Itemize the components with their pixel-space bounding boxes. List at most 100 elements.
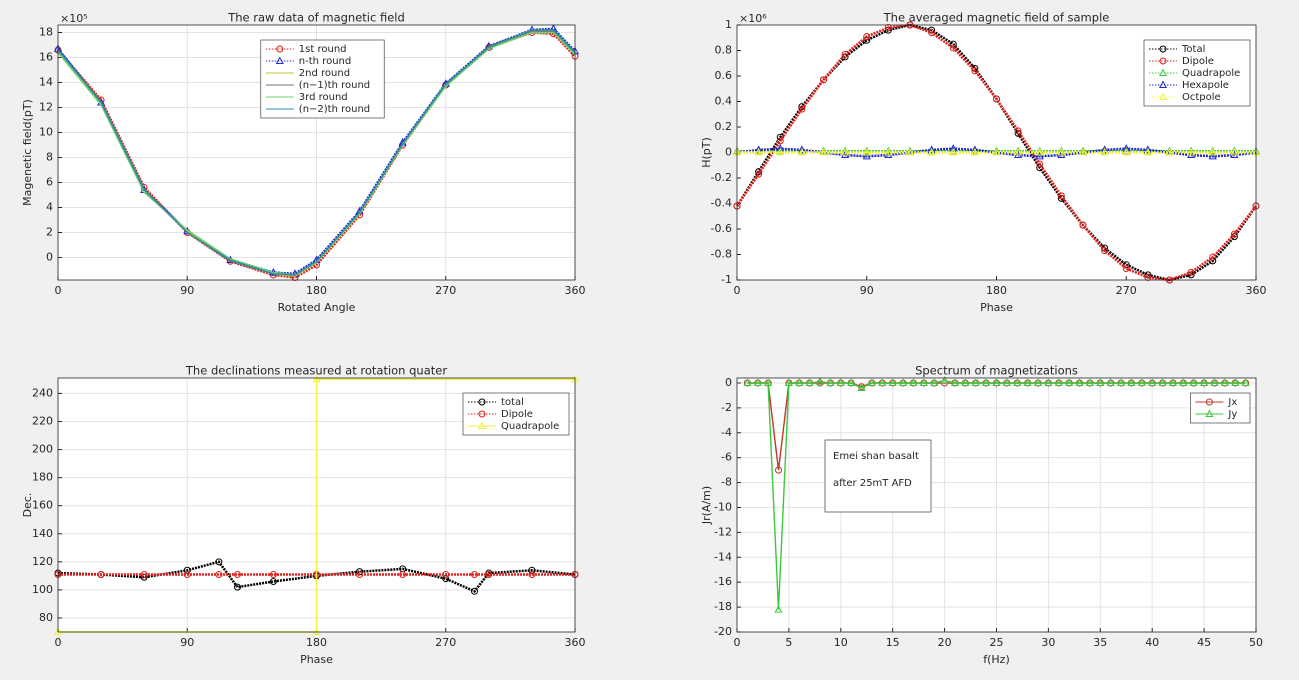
y-tick-label: 14 [39,76,53,89]
x-tick-label: 5 [785,636,792,649]
x-tick-label: 15 [886,636,900,649]
legend-label: Quadrapole [1182,68,1240,79]
marker [884,24,892,32]
marker [1144,273,1152,281]
y-axis-label: Jr(A/m) [700,486,713,525]
annotation: Emei shan basalt [833,451,919,462]
y-tick-label: 18 [39,26,53,39]
y-tick-label: 240 [32,386,53,399]
legend-label: total [501,397,524,408]
y-tick-label: 80 [39,611,53,624]
axes-box [57,377,576,633]
x-tick-label: 90 [180,284,194,297]
marker [1230,147,1239,156]
marker [862,151,871,160]
y-tick-label: 180 [32,471,53,484]
marker [312,627,321,635]
marker [1205,398,1213,406]
x-tick-label: 360 [565,284,586,297]
series-line [747,379,1246,610]
legend-label: Dipole [1182,56,1214,67]
x-tick-label: 360 [565,636,586,649]
marker [836,378,845,386]
y-tick-label: 120 [32,555,53,568]
x-axis-label: Phase [980,301,1013,314]
x-tick-label: 25 [990,636,1004,649]
marker [234,583,242,591]
panel: 0 90 180 270 360 80 100 120 140 160 180 200 220 240 Th… [21,364,586,667]
marker [816,377,825,385]
marker [234,570,242,578]
marker [1179,378,1188,386]
marker [826,378,835,386]
y-tick-label: 220 [32,415,53,428]
marker [1100,147,1109,156]
marker [878,378,887,386]
marker [970,147,979,156]
marker [1158,92,1168,100]
x-tick-label: 180 [986,284,1007,297]
chart-title: Spectrum of magnetizations [915,364,1078,378]
marker [478,398,486,406]
marker [971,378,980,386]
y-tick-label: 0.2 [715,120,733,133]
marker [1241,378,1250,386]
panel: 0 90 180 270 360 0 2 4 6 8 10 12 14 16 18 The raw data … [21,11,586,315]
marker [1079,221,1087,229]
legend-label: n-th round [299,56,351,67]
y-tick-label: -0.2 [711,171,732,184]
marker [276,45,284,53]
marker [1189,378,1198,386]
marker [805,378,814,386]
x-tick-label: 0 [55,284,62,297]
marker [1057,147,1066,156]
marker [53,627,63,635]
marker [798,105,806,113]
marker [470,570,478,578]
marker [97,570,105,578]
y-tick-label: 0.6 [715,69,733,82]
marker [1208,151,1217,160]
marker [919,378,928,386]
y-tick-label: 8 [46,151,53,164]
y-tick-label: -4 [721,426,732,439]
marker [140,570,148,578]
y-tick-label: -2 [721,401,732,414]
marker [1230,146,1239,155]
marker [215,570,223,578]
y-tick-label: -6 [721,451,732,464]
marker [1159,45,1167,53]
y-tick-label: -14 [714,550,732,563]
marker [1187,147,1196,156]
marker [949,40,957,48]
legend-label: (n−1)th round [299,80,370,91]
y-tick-label: -10 [714,500,732,513]
x-tick-label: 10 [834,636,848,649]
x-tick-label: 0 [734,284,741,297]
marker [528,570,536,578]
marker [743,378,752,386]
marker [971,67,979,75]
x-tick-label: 360 [1246,284,1267,297]
marker [950,378,960,386]
legend-label: Total [1181,44,1205,55]
marker [1122,144,1131,152]
y-tick-label: 0 [725,146,732,159]
x-tick-label: 270 [435,284,456,297]
marker [478,410,486,418]
y-axis-label: Dec. [21,493,34,518]
axes-box [57,24,576,281]
marker [1106,378,1115,386]
marker [1187,268,1195,276]
marker [1013,378,1022,386]
marker [140,573,148,581]
y-tick-label: 0 [725,376,732,389]
marker [841,50,849,58]
marker [857,383,866,391]
x-tick-label: 90 [180,636,194,649]
chart-title: The raw data of magnetic field [227,11,405,25]
x-tick-label: 180 [306,636,327,649]
marker [930,378,939,386]
